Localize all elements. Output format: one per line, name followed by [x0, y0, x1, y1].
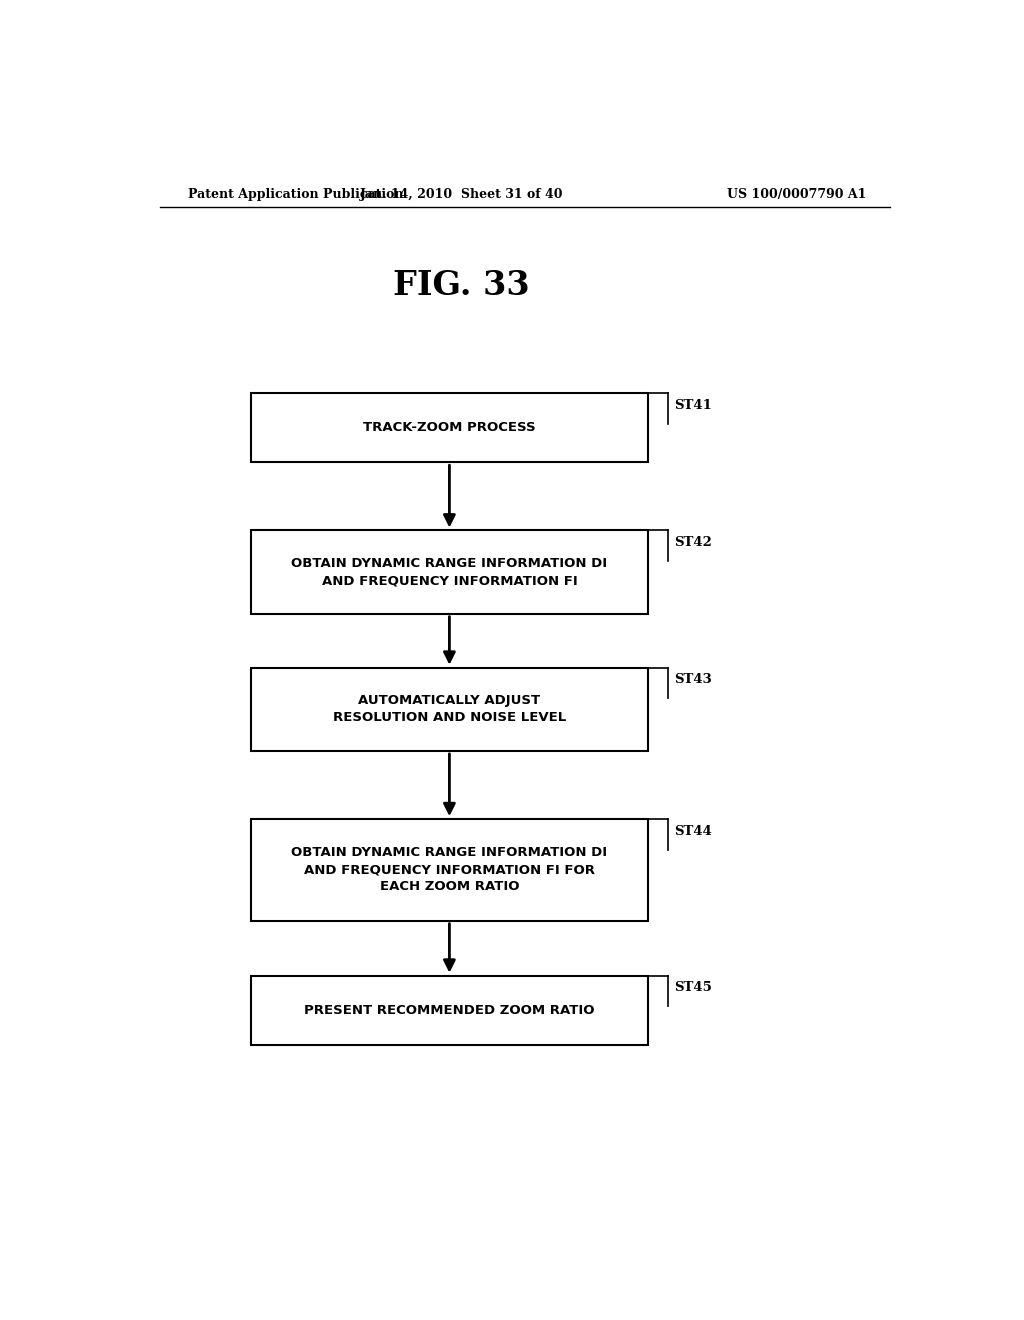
Text: ST41: ST41: [674, 399, 712, 412]
Text: Jan. 14, 2010  Sheet 31 of 40: Jan. 14, 2010 Sheet 31 of 40: [359, 189, 563, 202]
Bar: [251, 668, 648, 751]
Text: ST45: ST45: [674, 981, 712, 994]
Text: PRESENT RECOMMENDED ZOOM RATIO: PRESENT RECOMMENDED ZOOM RATIO: [304, 1003, 595, 1016]
Text: OBTAIN DYNAMIC RANGE INFORMATION DI
AND FREQUENCY INFORMATION FI FOR
EACH ZOOM R: OBTAIN DYNAMIC RANGE INFORMATION DI AND …: [292, 846, 607, 894]
Bar: [251, 818, 648, 921]
Text: ST44: ST44: [674, 825, 712, 838]
Text: TRACK-ZOOM PROCESS: TRACK-ZOOM PROCESS: [364, 421, 536, 434]
Text: ST43: ST43: [674, 673, 712, 686]
Text: OBTAIN DYNAMIC RANGE INFORMATION DI
AND FREQUENCY INFORMATION FI: OBTAIN DYNAMIC RANGE INFORMATION DI AND …: [292, 557, 607, 587]
Text: US 100/0007790 A1: US 100/0007790 A1: [727, 189, 866, 202]
Bar: [251, 393, 648, 462]
Text: ST42: ST42: [674, 536, 712, 549]
Text: AUTOMATICALLY ADJUST
RESOLUTION AND NOISE LEVEL: AUTOMATICALLY ADJUST RESOLUTION AND NOIS…: [333, 694, 566, 725]
Text: Patent Application Publication: Patent Application Publication: [187, 189, 403, 202]
Bar: [251, 975, 648, 1044]
Text: FIG. 33: FIG. 33: [393, 269, 529, 302]
Bar: [251, 531, 648, 614]
